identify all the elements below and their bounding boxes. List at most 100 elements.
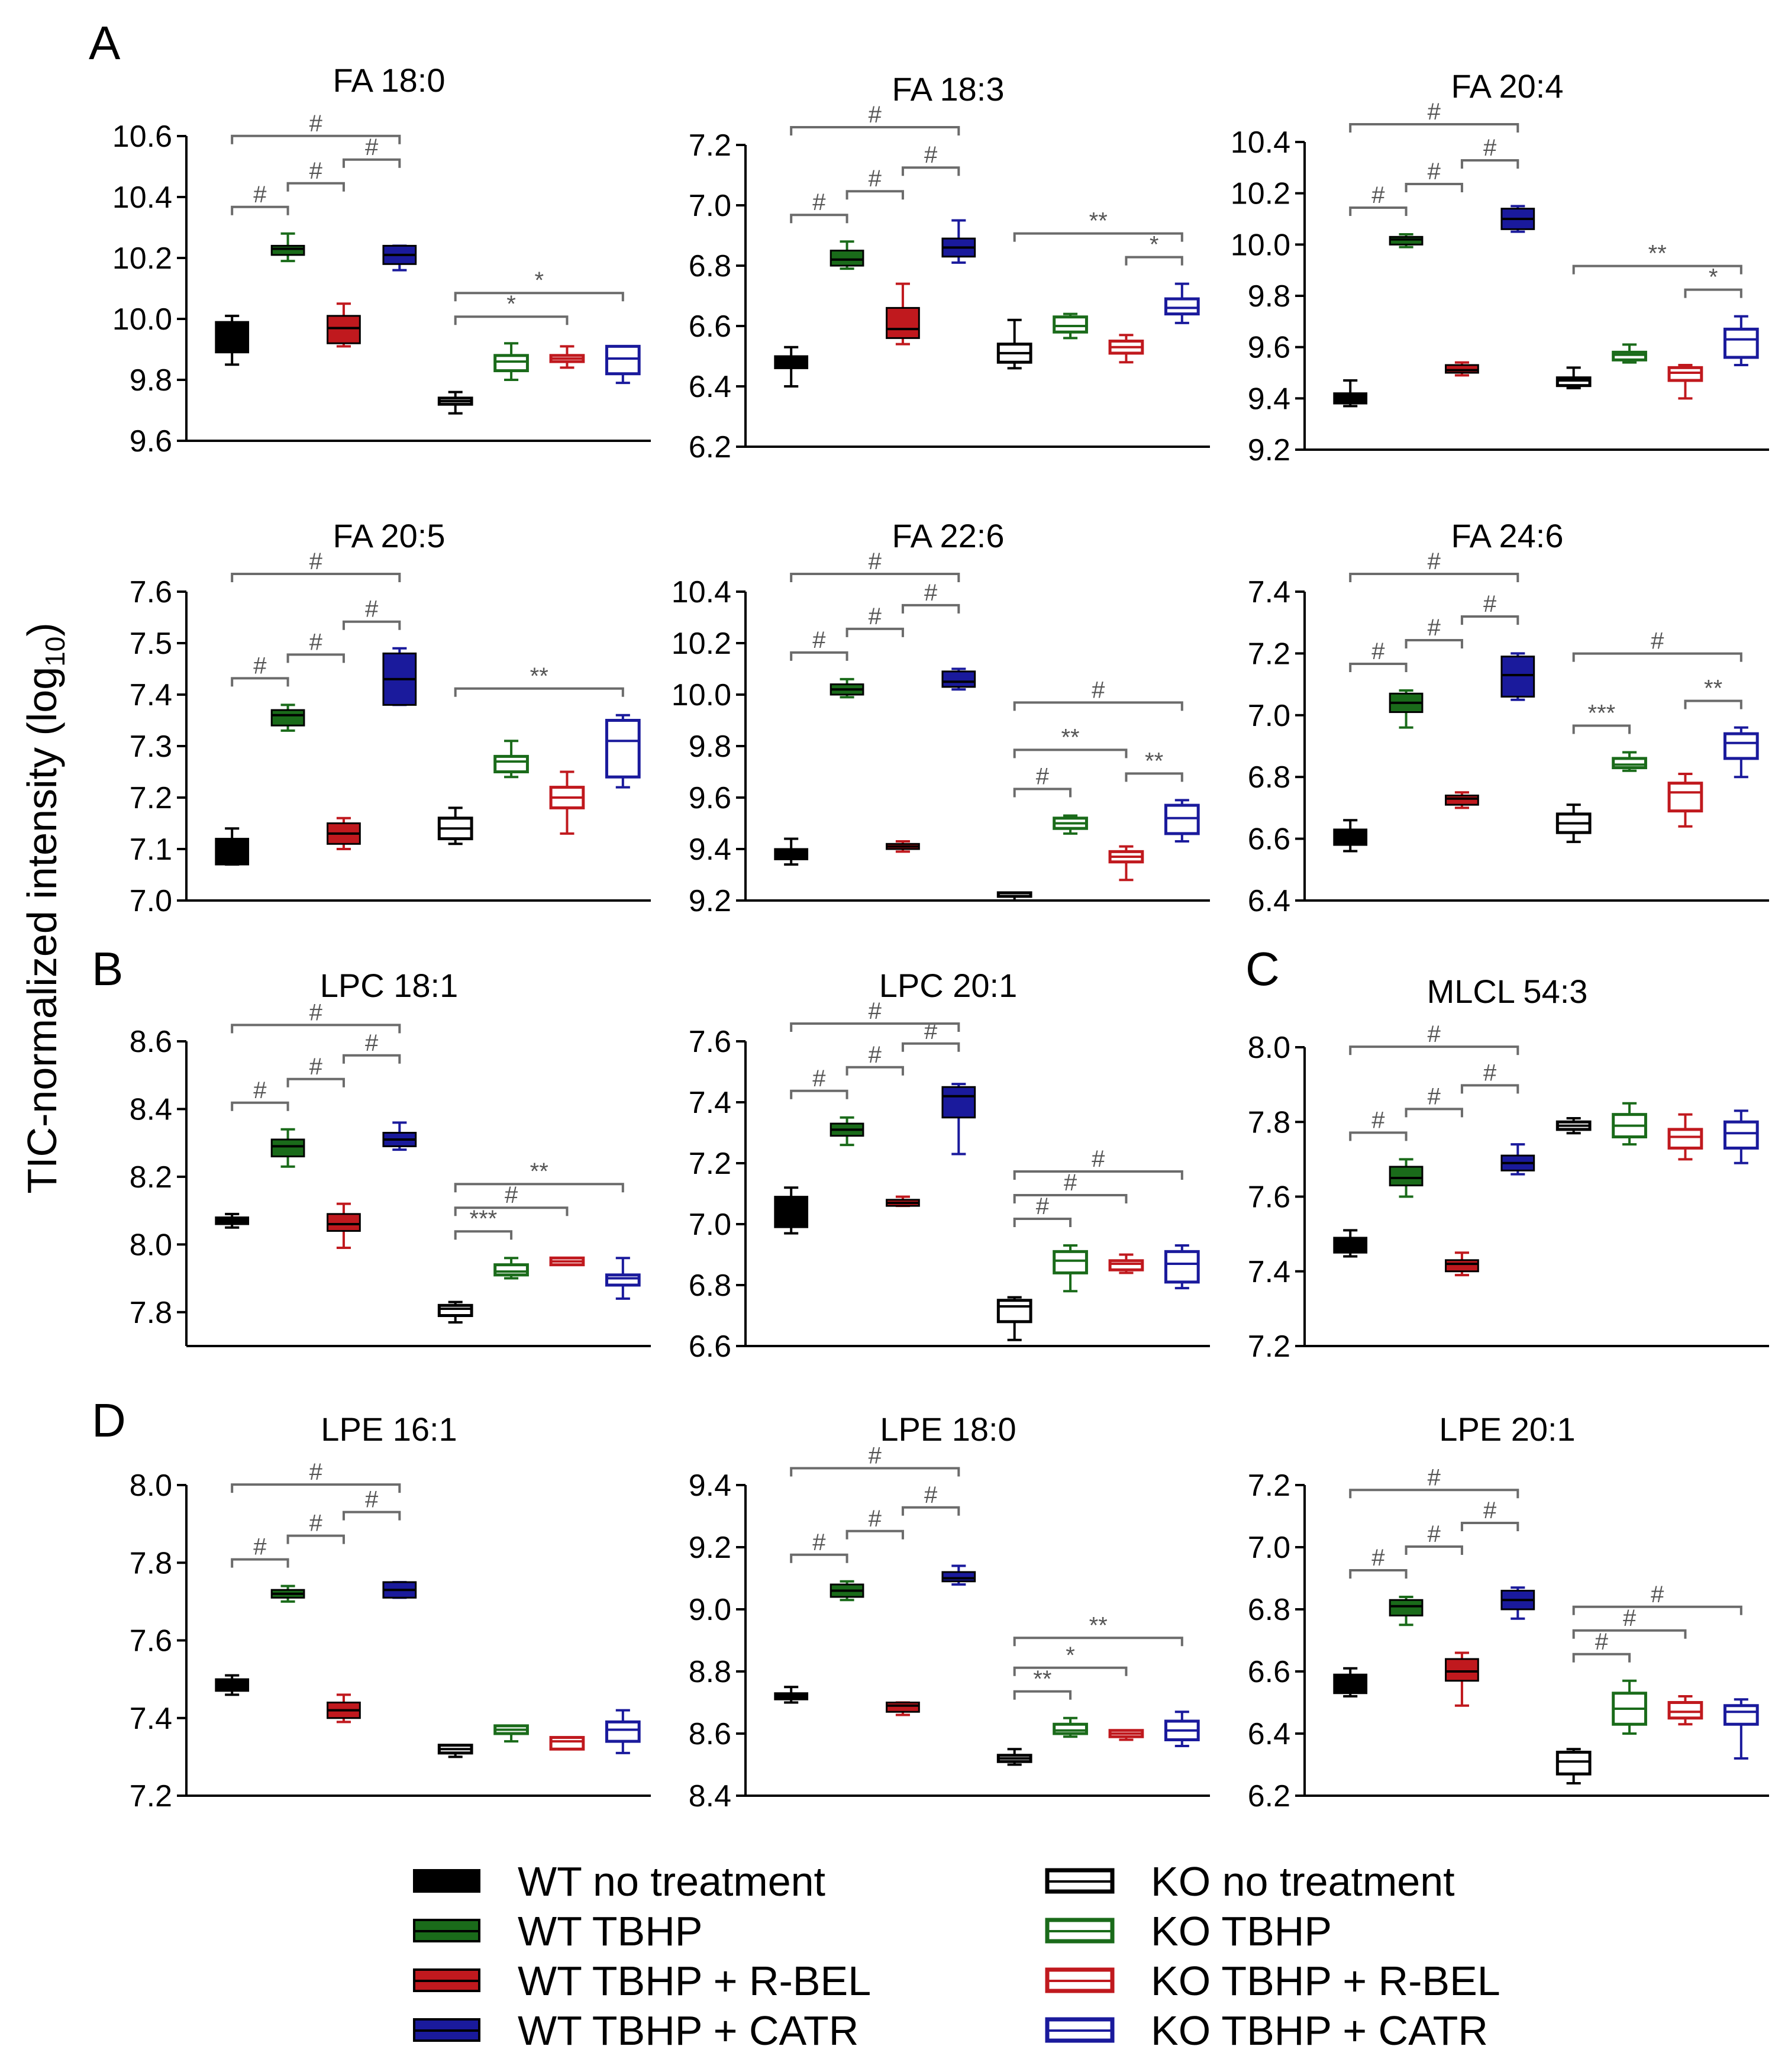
panel-letter-b: B [92, 943, 123, 995]
box-body [549, 1736, 585, 1751]
bracket-line [901, 1506, 960, 1516]
y-tick-label: 8.2 [130, 1160, 172, 1195]
box-body [270, 244, 305, 256]
y-tick-label: 10.4 [672, 575, 731, 609]
bracket-line [231, 1483, 401, 1493]
bracket-label: # [812, 1529, 826, 1555]
box-body [1555, 1751, 1592, 1776]
bracket-line [231, 677, 289, 687]
bracket-label: # [253, 1534, 267, 1560]
box-body [1445, 795, 1479, 806]
significance-bracket: # [1013, 1193, 1072, 1228]
bracket-label: # [1428, 159, 1441, 185]
significance-bracket: # [1405, 615, 1463, 649]
box-body [1053, 1722, 1088, 1735]
y-tick-label: 7.2 [689, 128, 731, 163]
significance-bracket: ** [1684, 676, 1742, 709]
box-7 [605, 344, 641, 385]
bracket-label: * [1150, 232, 1159, 258]
bracket-line [1013, 748, 1128, 759]
chart-panel: FA 20:5 7.0 7.1 7.2 7.3 7.4 7.5 7.6 # # # # ** [130, 517, 651, 918]
bracket-label: * [1709, 264, 1718, 291]
bracket-label: # [309, 548, 323, 575]
y-tick-label: 9.6 [130, 424, 172, 459]
box-body [996, 1299, 1032, 1324]
box-body [830, 250, 864, 267]
bracket-label: # [812, 627, 826, 653]
significance-bracket: # [1349, 1464, 1519, 1499]
chart-title: LPE 20:1 [1439, 1411, 1575, 1448]
box-body [605, 1720, 641, 1743]
box-4 [437, 1300, 473, 1324]
y-tick-label: 6.2 [1248, 1779, 1290, 1813]
box-6 [549, 1256, 585, 1267]
box-2 [886, 1195, 920, 1208]
y-tick-label: 6.4 [689, 370, 731, 404]
panel-letter-a: A [89, 17, 121, 69]
bracket-label: * [506, 291, 516, 317]
bracket-line [845, 1066, 904, 1076]
bracket-line [1013, 232, 1183, 242]
significance-bracket: # [1460, 591, 1519, 625]
y-tick-label: 7.0 [130, 884, 172, 918]
bracket-line [454, 687, 624, 697]
bracket-label: ** [530, 663, 548, 689]
chart-panel: FA 18:36.26.46.66.87.07.2####*** [689, 70, 1210, 464]
box-1 [1389, 233, 1424, 248]
bracket-line [342, 1054, 401, 1064]
chart-panel: LPC 18:1 7.8 8.0 8.2 8.4 8.6 # # # # *** # ** [130, 967, 651, 1347]
bracket-label: *** [470, 1206, 498, 1232]
bracket-label: # [365, 134, 379, 160]
significance-bracket: # [790, 1066, 848, 1099]
bracket-line [1349, 663, 1408, 673]
bracket-line [845, 1529, 904, 1540]
chart-title: FA 18:3 [892, 70, 1005, 108]
box-2 [1445, 1251, 1479, 1277]
bracket-line [1349, 123, 1519, 133]
bracket-label: # [505, 1182, 518, 1208]
bracket-label: # [1428, 1464, 1441, 1490]
box-4 [1555, 803, 1592, 843]
y-tick-label: 6.8 [1248, 1593, 1290, 1627]
significance-bracket: # [790, 189, 848, 224]
bracket-line [1460, 1084, 1519, 1094]
bracket-label: # [1371, 1107, 1385, 1133]
significance-bracket: # [1349, 1545, 1408, 1579]
bracket-label: ** [1033, 1666, 1051, 1692]
bracket-line [1013, 1218, 1072, 1228]
y-tick-label: 7.4 [1248, 1255, 1290, 1289]
box-7 [1164, 1244, 1200, 1290]
significance-bracket: # [231, 653, 289, 687]
box-body [1723, 1704, 1759, 1726]
box-1 [1389, 1596, 1424, 1626]
bracket-label: # [1651, 1582, 1664, 1608]
significance-bracket: ** [1125, 748, 1183, 782]
significance-bracket: # [790, 102, 960, 135]
bracket-line [1013, 788, 1072, 798]
bracket-line [342, 620, 401, 630]
significance-bracket: # [342, 596, 401, 630]
bracket-line [1349, 1131, 1408, 1141]
box-4 [996, 318, 1032, 370]
bracket-label: # [1036, 1193, 1050, 1219]
y-tick-label: 10.2 [672, 627, 731, 661]
bracket-line [1405, 1108, 1463, 1118]
significance-bracket: # [845, 1042, 904, 1076]
bracket-line [1349, 573, 1519, 582]
box-4 [996, 1296, 1032, 1341]
significance-bracket: # [342, 134, 401, 168]
box-1 [270, 703, 305, 732]
bracket-line [231, 134, 401, 144]
significance-bracket: # [790, 1443, 960, 1477]
box-7 [1723, 315, 1759, 366]
box-3 [1500, 1586, 1535, 1620]
box-6 [1667, 364, 1703, 400]
bracket-line [790, 573, 960, 582]
y-tick-label: 9.6 [689, 781, 731, 815]
bracket-line [342, 1511, 401, 1521]
significance-bracket: # [901, 142, 960, 176]
bracket-line [454, 1183, 624, 1193]
box-0 [215, 1674, 250, 1696]
legend-label: WT TBHP [518, 1908, 702, 1954]
